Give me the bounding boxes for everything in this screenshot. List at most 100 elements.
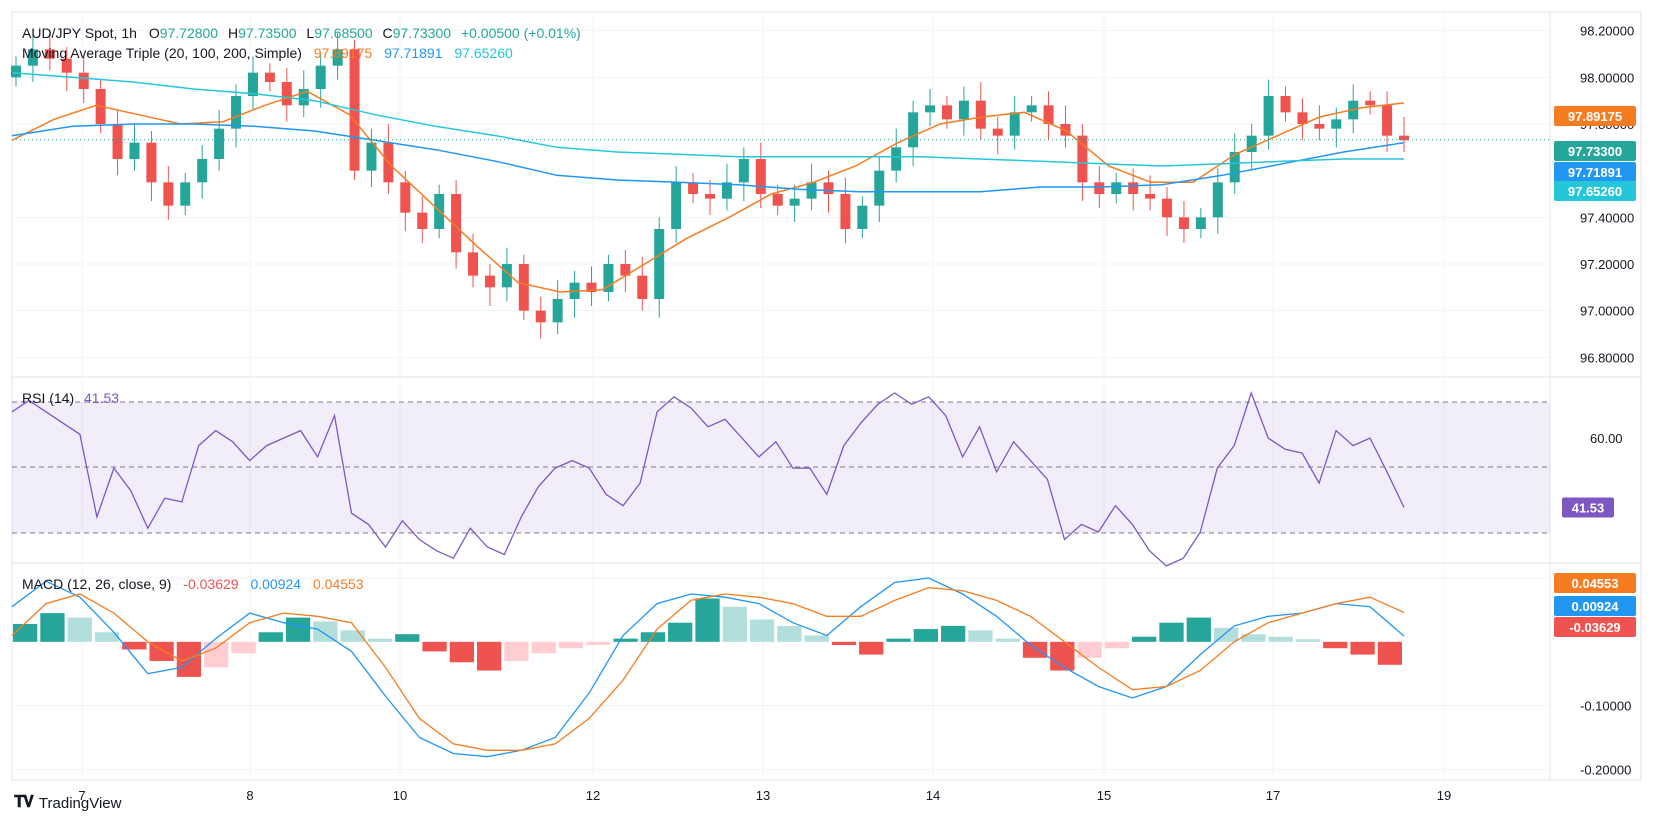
legend-macd: MACD (12, 26, close, 9) -0.03629 0.00924… [22, 576, 364, 592]
candle-body [27, 49, 38, 66]
candle-body [941, 105, 952, 120]
ohlc-close-label: C [383, 25, 393, 41]
macd-line [11, 577, 1405, 758]
macd-histogram-bar [941, 625, 966, 642]
candle-body [1229, 152, 1240, 183]
candle-body [1331, 119, 1342, 129]
macd-histogram-bar [1241, 634, 1266, 642]
ohlc-change-value: +0.00500 (+0.01%) [461, 25, 581, 41]
ohlc-open-value: 97.72800 [160, 25, 219, 41]
ma20-value: 97.89175 [314, 45, 373, 61]
price-badge-label: 97.65260 [1568, 184, 1622, 199]
macd-histogram-bar [886, 638, 911, 642]
candle-body [840, 194, 851, 229]
macd-histogram-bar [613, 638, 638, 642]
candle-body [705, 194, 715, 199]
candle-body [11, 65, 21, 78]
legend-symbol: AUD/JPY Spot, 1h O97.72800 H97.73500 L97… [22, 25, 581, 41]
candle-body [1314, 124, 1325, 129]
macd-signal-value: 0.04553 [313, 576, 364, 592]
time-tick-label: 13 [756, 788, 770, 803]
candle-body [925, 105, 936, 113]
legend-rsi: RSI (14) 41.53 [22, 390, 119, 406]
candle-body [603, 264, 614, 292]
candle-body [688, 182, 699, 194]
macd-histogram-bar [831, 641, 857, 646]
price-tick-label: 97.40000 [1580, 210, 1634, 225]
candle-body [518, 264, 529, 311]
rsi-legend-value: 41.53 [84, 390, 119, 406]
rsi-tick-label: 60.00 [1590, 431, 1623, 446]
rsi-plot [11, 391, 1405, 567]
tradingview-logo-icon: 𝐓𝐕 [14, 794, 34, 811]
macd-histogram-bar [313, 621, 338, 642]
price-plot [11, 30, 1550, 339]
candle-body [908, 112, 919, 148]
macd-histogram-bar [477, 641, 502, 671]
macd-histogram-bar [422, 641, 447, 652]
price-badge [1554, 141, 1636, 161]
candle-body [772, 194, 783, 206]
ohlc-close-value: 97.73300 [393, 25, 452, 41]
candle-body [231, 96, 242, 129]
candle-body [264, 72, 275, 82]
price-badge-label: 97.89175 [1568, 109, 1622, 124]
candle-body [586, 282, 597, 292]
candle-body [1212, 182, 1223, 218]
macd-histogram-bar [531, 641, 556, 654]
time-tick-label: 15 [1097, 788, 1111, 803]
rsi-title: RSI (14) [22, 390, 74, 406]
candle-body [129, 142, 140, 159]
candle-body [163, 182, 174, 206]
macd-histogram-bar [1104, 641, 1130, 649]
macd-histogram-bar [340, 630, 365, 642]
candle-body [451, 194, 462, 253]
price-tick-label: 96.80000 [1580, 350, 1634, 365]
candle-body [112, 124, 123, 159]
candle-body [738, 159, 749, 183]
candle-body [874, 170, 885, 206]
macd-histogram-bar [749, 619, 775, 642]
candle-body [281, 82, 292, 106]
candle-body [400, 182, 411, 213]
candle-body [1026, 105, 1037, 113]
time-tick-label: 12 [586, 788, 600, 803]
macd-histogram-bar [367, 638, 393, 642]
macd-badge-label: -0.03629 [1569, 620, 1620, 635]
tradingview-brand[interactable]: 𝐓𝐕 TradingView [14, 794, 122, 812]
macd-histogram-bar [913, 629, 938, 642]
candle-body [180, 182, 191, 206]
macd-histogram-bar [204, 641, 229, 668]
candle-body [1094, 182, 1105, 194]
ohlc-high-value: 97.73500 [238, 25, 297, 41]
price-badge [1554, 181, 1636, 201]
macd-histogram-bar [558, 641, 584, 649]
candle-body [654, 229, 665, 299]
macd-hist-value: -0.03629 [183, 576, 238, 592]
macd-histogram-bar [1323, 641, 1348, 649]
price-tick-label: 97.20000 [1580, 257, 1634, 272]
macd-histogram-bar [67, 617, 92, 642]
time-tick-label: 17 [1266, 788, 1280, 803]
macd-histogram-bar [1022, 641, 1048, 658]
ohlc-open-label: O [149, 25, 160, 41]
time-tick-label: 19 [1437, 788, 1451, 803]
candle-body [1162, 198, 1173, 218]
candle-body [1043, 105, 1054, 124]
candle-body [958, 100, 969, 120]
legend-ma: Moving Average Triple (20, 100, 200, Sim… [22, 45, 513, 61]
price-tick-label: 97.00000 [1580, 304, 1634, 319]
macd-histogram-bar [1077, 641, 1102, 658]
price-badge-label: 97.71891 [1568, 165, 1622, 180]
candle-body [1297, 112, 1308, 124]
macd-signal-line [11, 586, 1405, 751]
ma200-value: 97.65260 [454, 45, 513, 61]
candle-body [535, 310, 546, 323]
macd-badge-label: 0.00924 [1572, 599, 1620, 614]
symbol-title: AUD/JPY Spot, 1h [22, 25, 137, 41]
macd-badge [1554, 617, 1636, 637]
candle-body [789, 198, 800, 206]
candle-body [1246, 135, 1257, 152]
candle-body [1263, 96, 1274, 136]
macd-histogram-bar [640, 632, 666, 642]
